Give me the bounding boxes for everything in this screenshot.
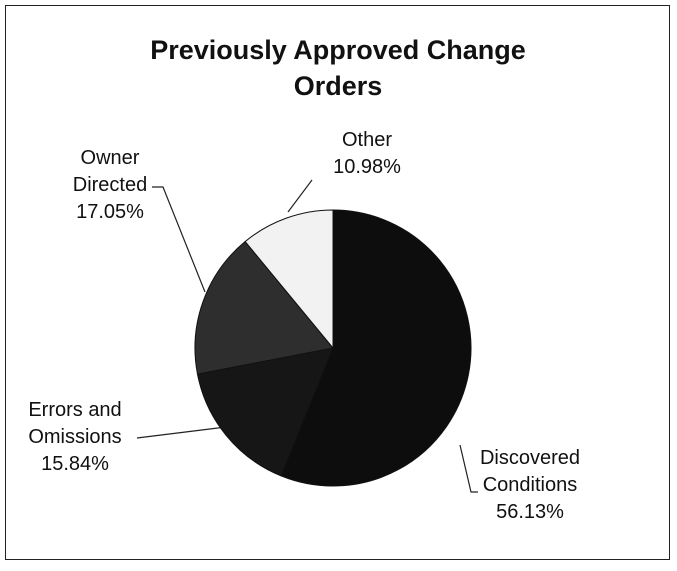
slice-label: Errors and Omissions [28, 399, 122, 448]
pie-slice [194, 240, 334, 375]
slice-value-label: 10.98% [333, 156, 401, 178]
pie-slice [280, 209, 472, 487]
slice-value-label: 15.84% [41, 453, 109, 475]
slice-label: Other [341, 129, 393, 151]
leader-line [287, 179, 313, 213]
slice-label: Owner Directed [72, 147, 148, 196]
leader-line [459, 444, 478, 493]
slice-value-label: 56.13% [496, 501, 564, 523]
chart-frame [5, 5, 670, 560]
leader-line [152, 186, 206, 293]
pie-slice [244, 209, 334, 350]
leader-lines [136, 179, 478, 493]
slice-label: Discovered Conditions [479, 447, 581, 496]
slice-value-label: 17.05% [76, 201, 144, 223]
chart-title: Previously Approved Change Orders [150, 35, 526, 101]
pie-slice [196, 347, 334, 477]
leader-line [136, 426, 227, 439]
